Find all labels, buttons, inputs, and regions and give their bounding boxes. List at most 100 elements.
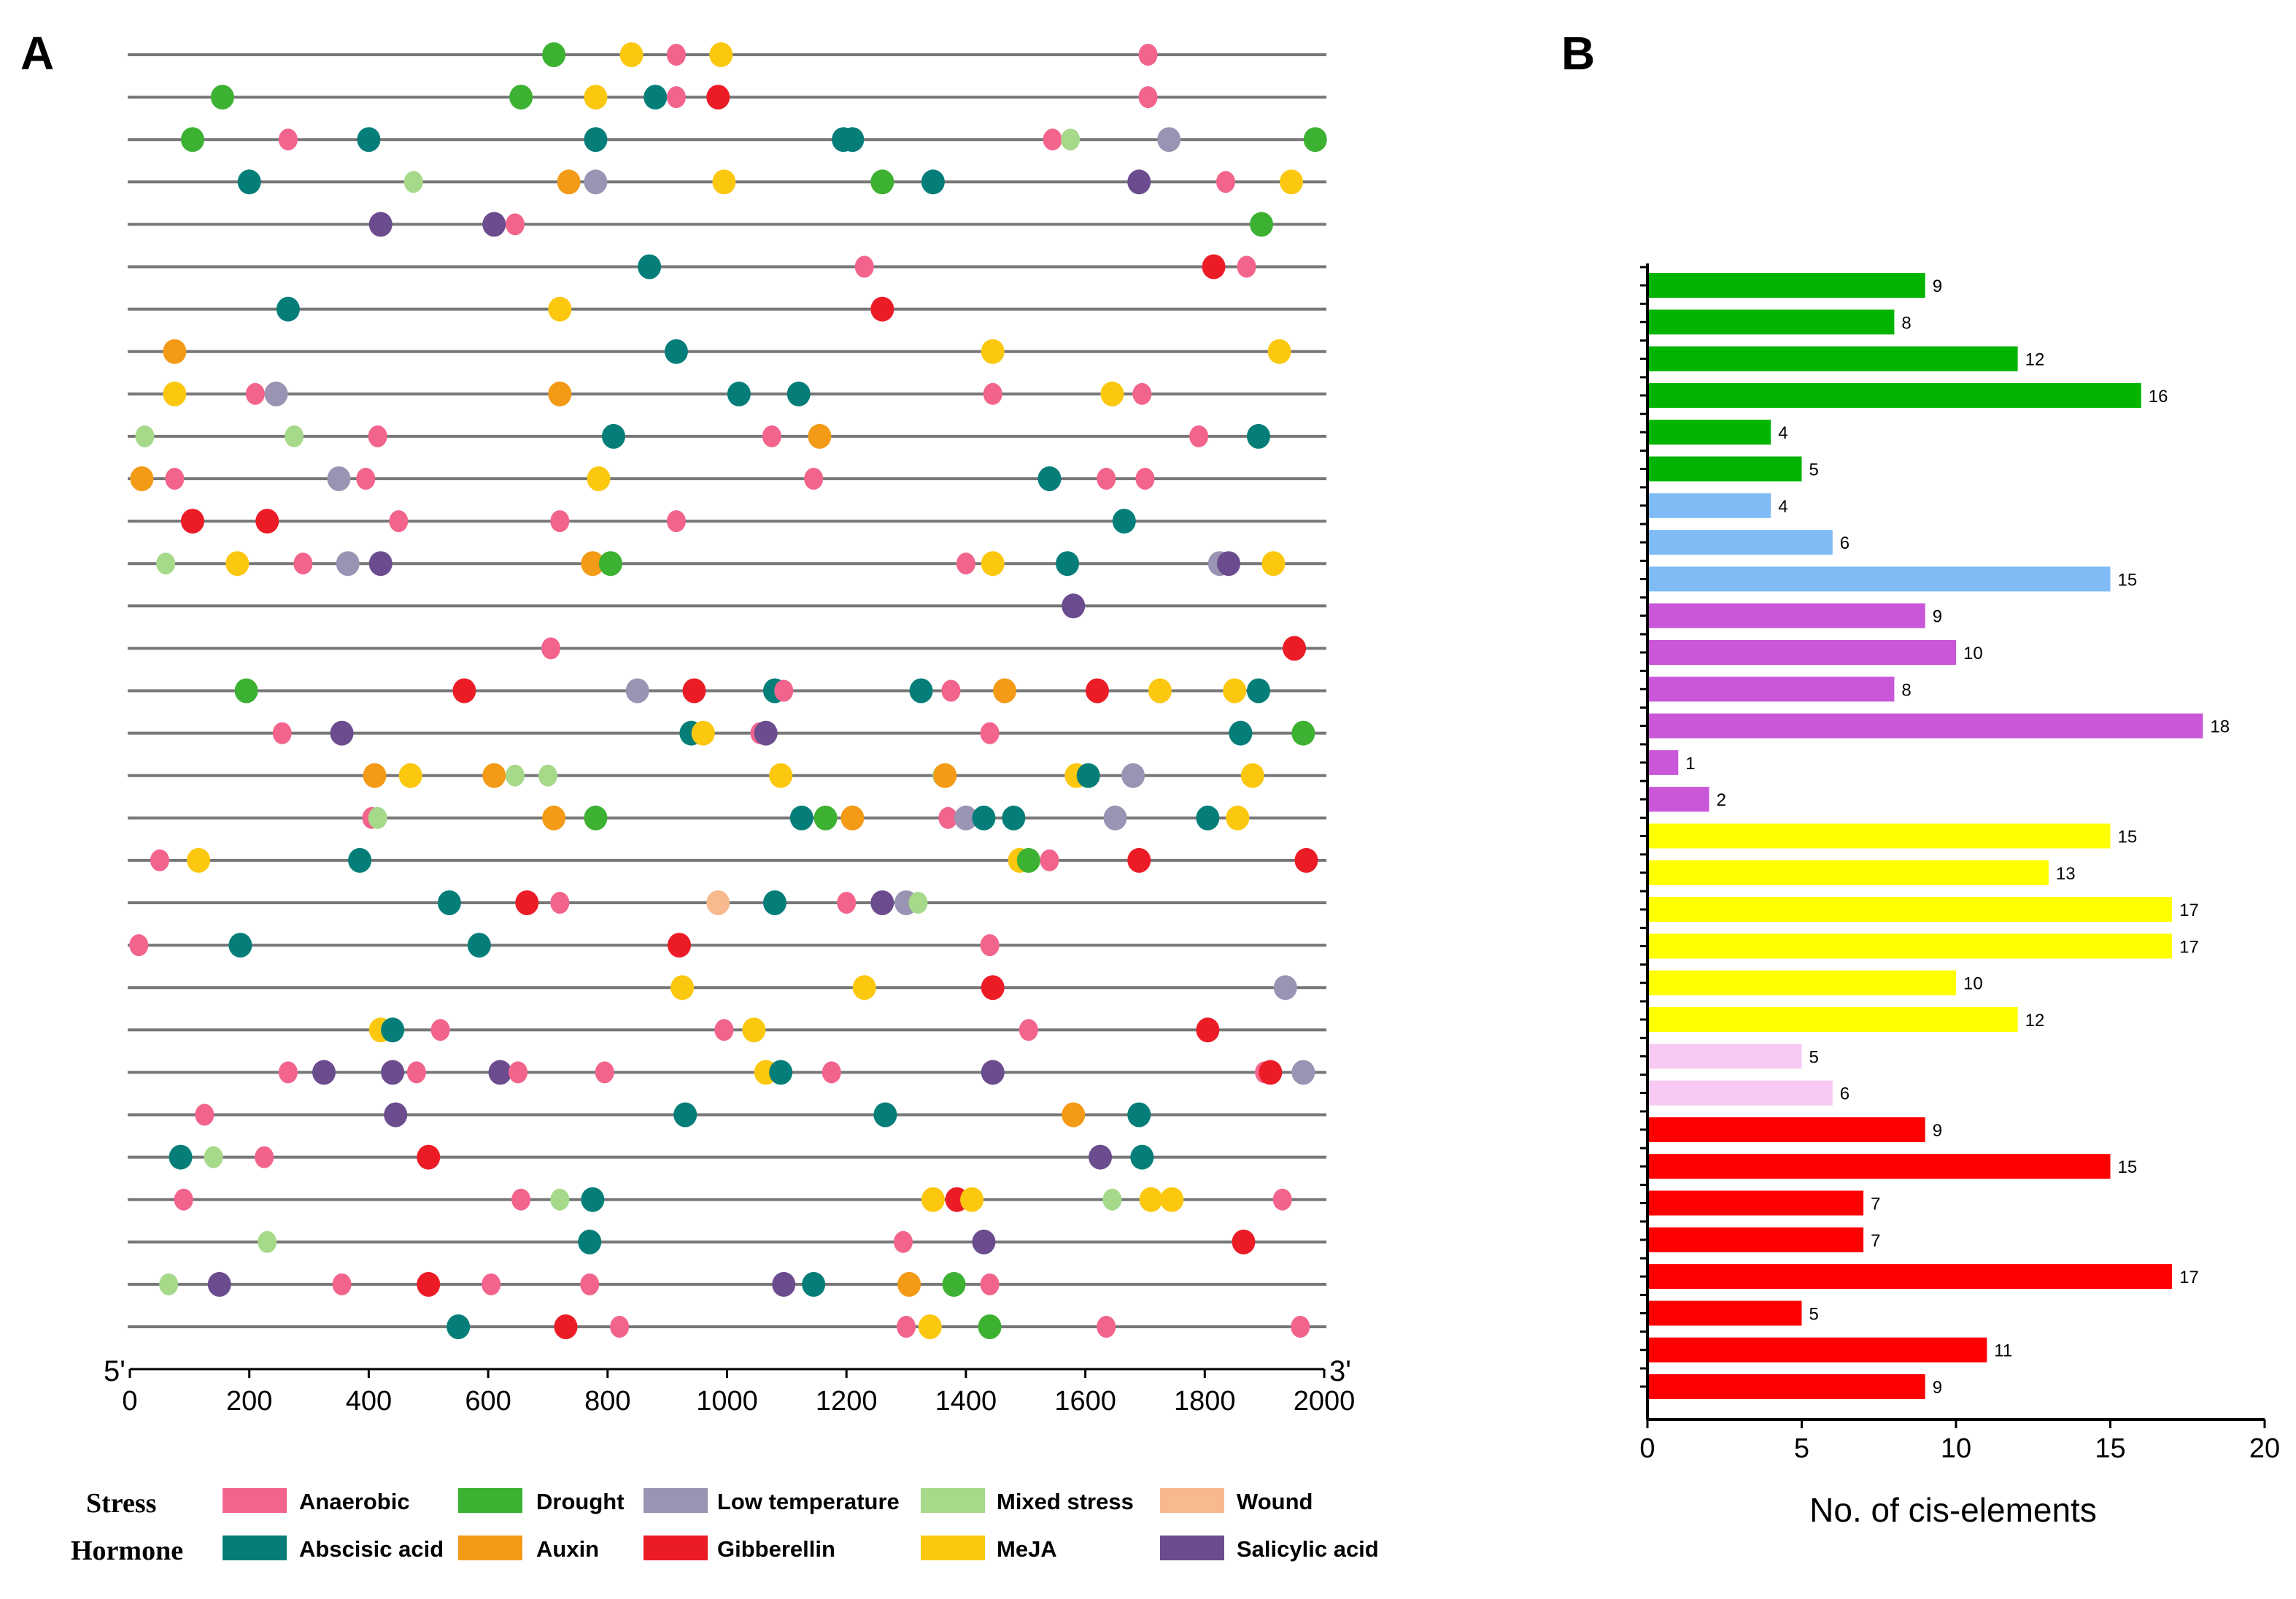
bar (1647, 346, 2018, 371)
bar-value-label: 9 (1933, 607, 1942, 627)
legend-stress-title: Stress (86, 1488, 156, 1519)
cis-element-marker (1259, 1060, 1283, 1085)
cis-element-marker (163, 339, 187, 364)
cis-element-marker (381, 1017, 405, 1043)
bar-value-label: 6 (1840, 533, 1849, 553)
bar-value-label: 15 (2118, 1157, 2138, 1177)
promoter-lines (128, 53, 1326, 1328)
bar (1647, 677, 1895, 702)
cis-element-marker (509, 85, 533, 110)
cis-element-marker (643, 85, 668, 110)
cis-element-marker (601, 423, 625, 449)
x-tick-label: 0 (1639, 1433, 1655, 1464)
cis-element-marker (1283, 636, 1307, 661)
bar-value-label: 15 (2118, 570, 2138, 590)
bar-value-label: 17 (2179, 1268, 2199, 1287)
x-tick-label: 1000 (696, 1386, 758, 1417)
bar (1647, 309, 1895, 335)
bar (1647, 713, 2203, 739)
x-tick-label: 10 (1941, 1433, 1971, 1464)
cis-element-marker (406, 1061, 426, 1084)
cis-element-marker (509, 1061, 528, 1084)
cis-element-marker (293, 552, 313, 575)
cis-element-marker (584, 805, 608, 831)
cis-element-marker (550, 1188, 570, 1211)
cis-element-marker (505, 764, 525, 787)
bar (1647, 1374, 1925, 1399)
bar (1647, 970, 1956, 995)
legend-label: Mixed stress (997, 1489, 1134, 1514)
x-tick-label: 200 (226, 1386, 272, 1417)
cis-element-marker (1112, 509, 1136, 534)
x-tick-label: 5 (1794, 1433, 1809, 1464)
bar-value-label: 8 (1901, 680, 1911, 700)
cis-element-marker (786, 381, 811, 407)
cis-element-marker (312, 1060, 336, 1085)
cis-element-marker (187, 847, 211, 873)
cis-element-marker (1226, 805, 1250, 831)
bar-value-label: 12 (2025, 1011, 2045, 1030)
panel-label-a: A (20, 27, 54, 80)
legend-swatch (223, 1488, 287, 1513)
cis-element-marker (897, 1316, 916, 1338)
cis-element-marker (1215, 171, 1235, 193)
cis-element-marker (368, 425, 387, 447)
cis-element-marker (1097, 1316, 1116, 1338)
cis-element-marker (272, 722, 292, 744)
cis-element-marker (584, 85, 608, 110)
cis-element-marker (1229, 720, 1253, 746)
cis-element-marker (941, 679, 961, 702)
cis-element-marker (980, 934, 1000, 957)
cis-element-marker (762, 425, 781, 447)
cis-element-marker (1100, 381, 1124, 407)
bar-value-label: 7 (1871, 1195, 1880, 1214)
bar (1647, 1007, 2018, 1032)
cis-element-marker (774, 679, 794, 702)
cis-element-marker (1202, 254, 1226, 280)
cis-element-marker (278, 128, 298, 151)
cis-element-marker (581, 551, 605, 577)
x-tick-label: 1800 (1174, 1386, 1236, 1417)
cis-element-marker (348, 847, 372, 873)
cis-element-marker (619, 42, 643, 67)
cis-element-marker (437, 890, 461, 915)
bar (1647, 1117, 1925, 1142)
cis-element-marker (769, 1060, 793, 1085)
cis-element-marker (452, 678, 476, 704)
cis-element-marker (130, 466, 154, 491)
cis-element-marker (1250, 212, 1274, 237)
cis-element-marker (255, 509, 279, 534)
bar (1647, 1301, 1802, 1326)
cis-element-marker (384, 1102, 408, 1128)
cis-element-marker (854, 255, 874, 278)
cis-element-marker (972, 805, 996, 831)
legend-swatch (223, 1536, 287, 1560)
cis-element-marker (550, 510, 570, 533)
bar (1647, 750, 1679, 775)
cis-element-marker (515, 890, 539, 915)
cis-element-marker (870, 169, 894, 195)
cis-element-marker (276, 296, 300, 322)
cis-element-marker (156, 552, 176, 575)
cis-element-marker (389, 510, 409, 533)
bar (1647, 1154, 2111, 1179)
cis-element-marker (228, 933, 252, 958)
cis-element-marker (505, 213, 525, 236)
cis-element-marker (1240, 763, 1264, 788)
cis-element-marker (204, 1146, 223, 1168)
cis-element-marker (893, 1230, 913, 1253)
cis-element-marker (207, 1271, 231, 1297)
cis-element-marker (714, 1019, 734, 1041)
legend-label: Gibberellin (717, 1536, 835, 1562)
cis-element-marker (195, 1103, 214, 1126)
cis-element-marker (1127, 1102, 1151, 1128)
x-tick-label: 1600 (1054, 1386, 1116, 1417)
bars: 9812164546159108181215131717101256915771… (1647, 273, 2230, 1399)
cis-element-marker (225, 551, 250, 577)
bar-value-label: 12 (2025, 350, 2045, 370)
cis-element-marker (1189, 425, 1209, 447)
cis-element-marker (285, 425, 304, 447)
cis-element-marker (550, 892, 570, 914)
cis-element-marker (668, 933, 692, 958)
legend-label: Auxin (536, 1536, 599, 1562)
